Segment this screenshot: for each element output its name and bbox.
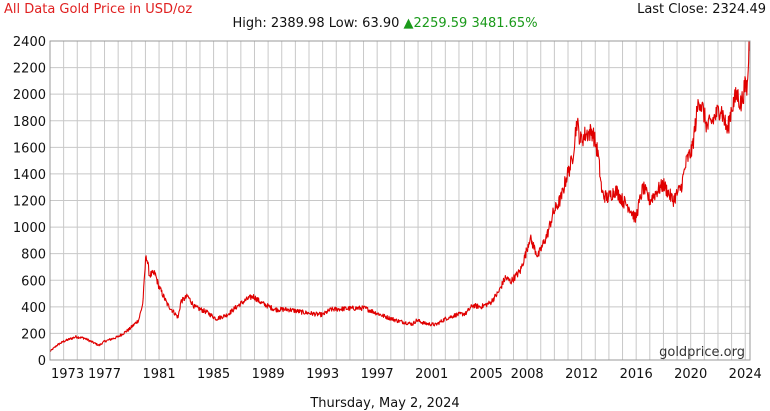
x-tick-label: 2008 bbox=[511, 367, 544, 382]
y-tick-label: 200 bbox=[21, 327, 46, 342]
x-tick-label: 1973 bbox=[51, 367, 84, 382]
x-tick-label: 1977 bbox=[88, 367, 121, 382]
y-tick-label: 1800 bbox=[13, 115, 46, 130]
plot-area bbox=[50, 41, 750, 351]
y-tick-label: 0 bbox=[38, 354, 46, 369]
y-tick-label: 400 bbox=[21, 301, 46, 316]
y-tick-label: 2000 bbox=[13, 88, 46, 103]
y-tick-label: 1400 bbox=[13, 168, 46, 183]
y-tick-label: 1000 bbox=[13, 221, 46, 236]
watermark: goldprice.org bbox=[659, 345, 745, 360]
x-tick-label: 1981 bbox=[143, 367, 176, 382]
y-tick-label: 1600 bbox=[13, 141, 46, 156]
y-tick-label: 2200 bbox=[13, 62, 46, 77]
price-line bbox=[50, 41, 750, 351]
x-tick-label: 2016 bbox=[620, 367, 653, 382]
y-tick-label: 1200 bbox=[13, 195, 46, 210]
footer-date: Thursday, May 2, 2024 bbox=[0, 396, 770, 411]
chart-grid bbox=[50, 41, 750, 360]
y-tick-label: 800 bbox=[21, 248, 46, 263]
x-tick-label: 1993 bbox=[306, 367, 339, 382]
x-tick-label: 1997 bbox=[361, 367, 394, 382]
x-tick-label: 2020 bbox=[674, 367, 707, 382]
x-tick-label: 2024 bbox=[729, 367, 762, 382]
y-tick-label: 600 bbox=[21, 274, 46, 289]
x-tick-label: 2012 bbox=[565, 367, 598, 382]
x-tick-label: 2005 bbox=[470, 367, 503, 382]
x-tick-label: 1985 bbox=[197, 367, 230, 382]
y-tick-label: 2400 bbox=[13, 35, 46, 50]
x-tick-label: 1989 bbox=[252, 367, 285, 382]
x-tick-label: 2001 bbox=[415, 367, 448, 382]
